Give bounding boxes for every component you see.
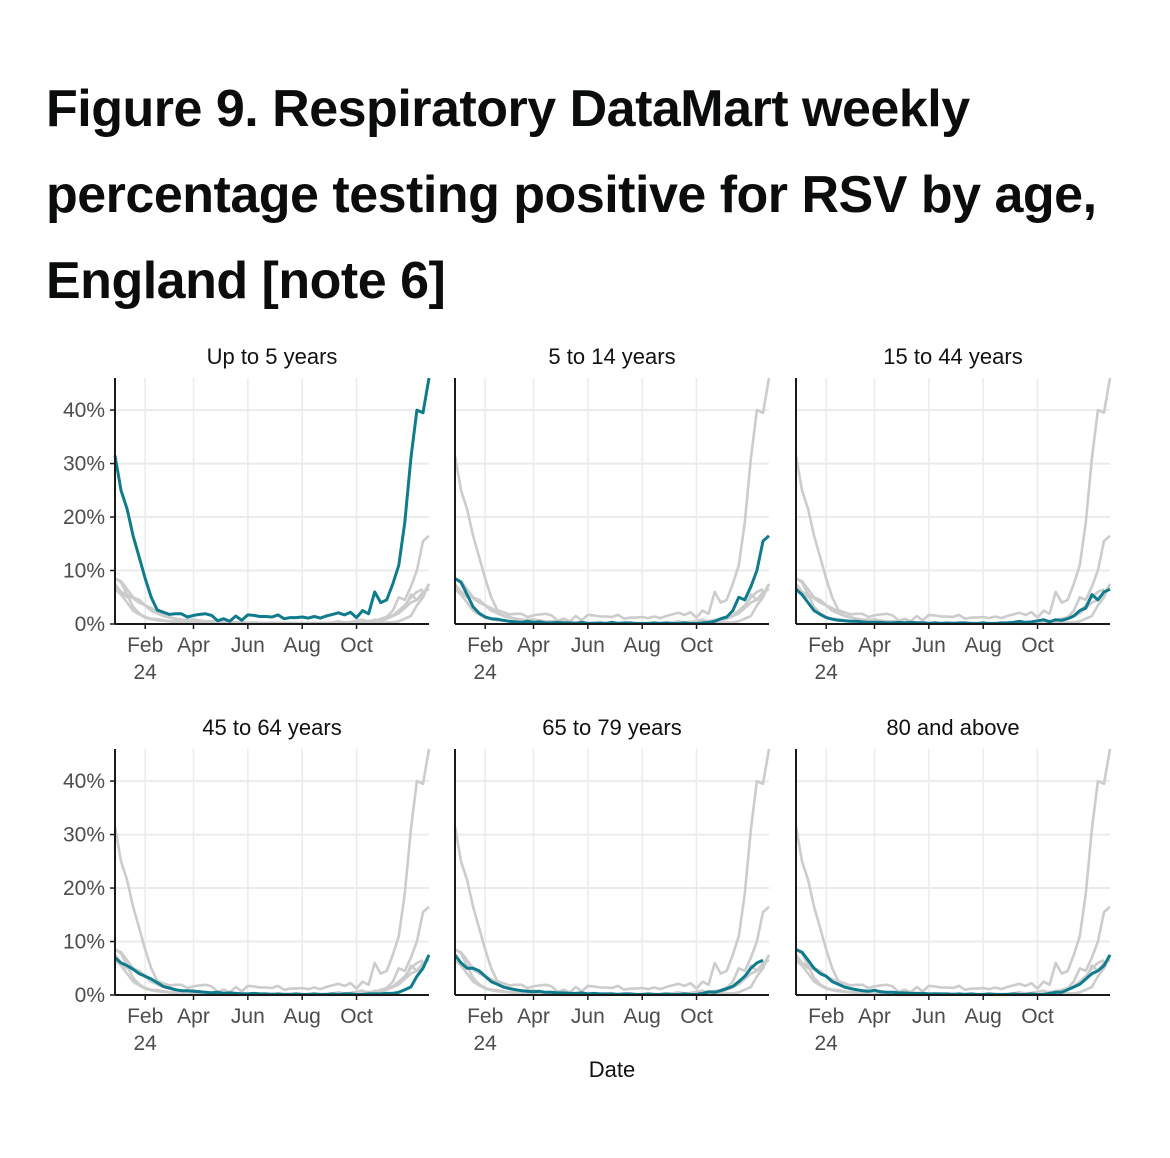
x-tick-label: Oct xyxy=(680,634,713,657)
x-tick-label: Oct xyxy=(680,1005,713,1028)
background-line-up-to-5-years xyxy=(113,748,431,994)
facet-title: 45 to 64 years xyxy=(202,715,341,740)
x-axis-title: Date xyxy=(589,1057,635,1082)
x-tick-label: Aug xyxy=(624,634,661,657)
x-tick-label: Feb xyxy=(127,634,163,657)
x-tick-label: Feb xyxy=(127,1005,163,1028)
facet-title: 5 to 14 years xyxy=(548,344,675,369)
panel-5-to-14-years: 5 to 14 years Feb 24 Apr Jun Aug Oct xyxy=(453,344,771,684)
facet-title: 80 and above xyxy=(886,715,1019,740)
x-tick-label: Aug xyxy=(284,1005,321,1028)
x-tick-label: Aug xyxy=(284,634,321,657)
x-tick-label: Feb xyxy=(467,1005,503,1028)
y-tick-label: 30% xyxy=(63,453,105,476)
background-line-up-to-5-years xyxy=(794,748,1112,994)
highlight-line-65-to-79-years xyxy=(453,954,764,996)
x-tick-label: Apr xyxy=(858,1005,891,1028)
x-tick-label: Apr xyxy=(177,634,210,657)
y-tick-label: 40% xyxy=(63,770,105,793)
highlight-line-5-to-14-years xyxy=(454,534,770,625)
x-tick-label: Aug xyxy=(965,1005,1002,1028)
x-tick-label: Aug xyxy=(624,1005,661,1028)
x-tick-label: Jun xyxy=(912,634,946,657)
x-tick-label: Jun xyxy=(571,1005,605,1028)
background-line-up-to-5-years xyxy=(794,377,1112,623)
x-tick-sublabel: 24 xyxy=(474,661,498,684)
x-tick-sublabel: 24 xyxy=(134,661,158,684)
background-line-5-to-14-years xyxy=(795,905,1111,996)
panel-45-to-64-years: 45 to 64 years 0% 10% 20% 30% 40% Feb 24 Apr Jun A… xyxy=(63,715,431,1055)
panel-65-to-79-years: 65 to 79 years Feb 24 Apr Jun Aug Oct xyxy=(453,715,771,1055)
x-tick-label: Feb xyxy=(808,634,844,657)
x-tick-label: Apr xyxy=(517,634,550,657)
figure-title: Figure 9. Respiratory DataMart weekly pe… xyxy=(46,80,1097,310)
x-tick-label: Feb xyxy=(808,1005,844,1028)
facet-title: 15 to 44 years xyxy=(883,344,1022,369)
highlight-line-up-to-5-years xyxy=(113,377,431,623)
x-tick-label: Jun xyxy=(912,1005,946,1028)
x-tick-label: Jun xyxy=(571,634,605,657)
background-line-5-to-14-years xyxy=(114,905,430,996)
x-tick-label: Jun xyxy=(231,634,265,657)
y-tick-label: 30% xyxy=(63,824,105,847)
x-tick-label: Aug xyxy=(965,634,1002,657)
x-tick-label: Apr xyxy=(177,1005,210,1028)
facet-title: Up to 5 years xyxy=(207,344,338,369)
background-line-up-to-5-years xyxy=(453,748,771,994)
x-tick-sublabel: 24 xyxy=(134,1032,158,1055)
x-tick-sublabel: 24 xyxy=(815,1032,839,1055)
x-tick-sublabel: 24 xyxy=(474,1032,498,1055)
x-tick-label: Oct xyxy=(340,1005,373,1028)
x-tick-label: Apr xyxy=(858,634,891,657)
y-tick-label: 0% xyxy=(75,613,105,636)
y-tick-label: 20% xyxy=(63,877,105,900)
panel-up-to-5-years: Up to 5 years 0% 10% 20% 30% 40% Feb 24 Apr Jun Au… xyxy=(63,344,431,684)
panel-80-and-above: 80 and above Feb 24 Apr Jun Aug Oct xyxy=(794,715,1112,1055)
x-tick-label: Jun xyxy=(231,1005,265,1028)
x-tick-sublabel: 24 xyxy=(815,661,839,684)
background-line-5-to-14-years xyxy=(454,905,770,996)
x-tick-label: Apr xyxy=(517,1005,550,1028)
background-line-5-to-14-years xyxy=(795,534,1111,625)
panel-15-to-44-years: 15 to 44 years Feb 24 Apr Jun Aug Oct xyxy=(794,344,1112,684)
y-tick-label: 40% xyxy=(63,399,105,422)
x-tick-label: Feb xyxy=(467,634,503,657)
y-tick-label: 20% xyxy=(63,506,105,529)
x-tick-label: Oct xyxy=(1021,1005,1054,1028)
y-tick-label: 10% xyxy=(63,931,105,954)
x-tick-label: Oct xyxy=(340,634,373,657)
background-line-up-to-5-years xyxy=(453,377,771,623)
x-tick-label: Oct xyxy=(1021,634,1054,657)
facet-title: 65 to 79 years xyxy=(542,715,681,740)
y-tick-label: 10% xyxy=(63,560,105,583)
y-tick-label: 0% xyxy=(75,984,105,1007)
